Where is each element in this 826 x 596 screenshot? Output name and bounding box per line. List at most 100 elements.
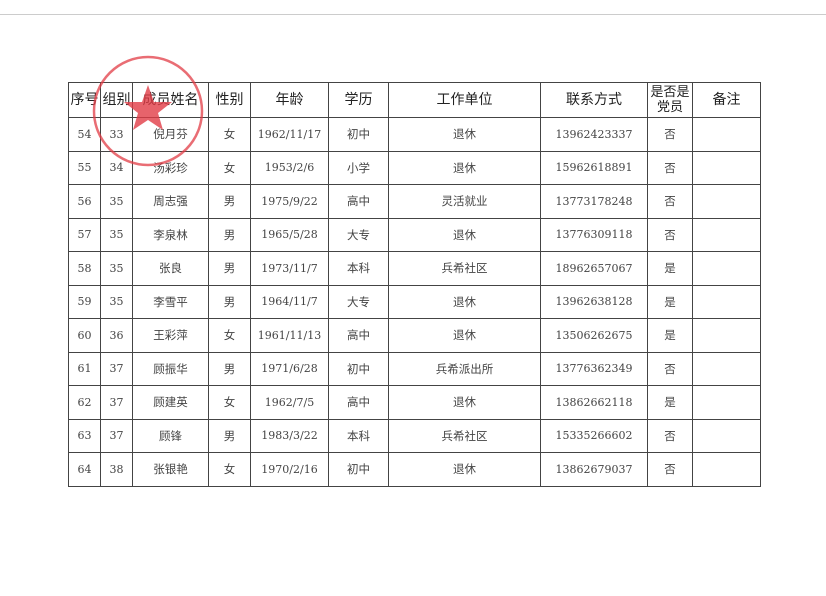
table-row: 60 36 王彩萍女 1961/11/13 高中 退休 13506262675 是 (68, 318, 761, 353)
table-row: 61 37 顾振华男 1971/6/28 初中 兵希派出所 13776362349 否 (68, 351, 761, 386)
cell-education: 本科 (328, 251, 389, 286)
cell-birth-date: 1983/3/22 (250, 418, 329, 453)
cell-remarks (692, 318, 761, 353)
cell-education: 初中 (328, 117, 389, 152)
cell-phone: 13776309118 (540, 217, 648, 252)
cell-group: 36 (100, 318, 133, 353)
cell-party-member: 否 (647, 452, 693, 487)
cell-work-unit: 兵希派出所 (388, 351, 541, 386)
cell-work-unit: 灵活就业 (388, 184, 541, 219)
cell-remarks (692, 217, 761, 252)
cell-group: 37 (100, 351, 133, 386)
cell-name: 李雪平 (132, 284, 209, 319)
cell-gender: 女 (208, 385, 251, 420)
table-row: 63 37 顾锋男 1983/3/22 本科 兵希社区 15335266602 否 (68, 418, 761, 453)
cell-birth-date: 1970/2/16 (250, 452, 329, 487)
cell-remarks (692, 385, 761, 420)
cell-gender: 男 (208, 184, 251, 219)
header-seq: 序号 (68, 82, 101, 118)
cell-gender: 女 (208, 318, 251, 353)
cell-party-member: 是 (647, 284, 693, 319)
table-row: 59 35 李雪平男 1964/11/7 大专 退休 13962638128 是 (68, 284, 761, 319)
cell-birth-date: 1953/2/6 (250, 150, 329, 185)
header-work-unit: 工作单位 (388, 82, 541, 118)
header-phone: 联系方式 (540, 82, 648, 118)
cell-birth-date: 1962/11/17 (250, 117, 329, 152)
table-row: 64 38 张银艳女 1970/2/16 初中 退休 13862679037 否 (68, 452, 761, 487)
member-table: 序号 组别 成员姓名 性别 年龄 学历 工作单位 联系方式 是否是党员 备注 54 33 倪月芬女 19… (68, 82, 761, 487)
header-gender: 性别 (208, 82, 251, 118)
cell-seq: 56 (68, 184, 101, 219)
cell-gender: 女 (208, 117, 251, 152)
cell-name: 张良 (132, 251, 209, 286)
cell-group: 35 (100, 251, 133, 286)
cell-remarks (692, 150, 761, 185)
cell-party-member: 否 (647, 351, 693, 386)
cell-phone: 13776362349 (540, 351, 648, 386)
cell-name: 倪月芬 (132, 117, 209, 152)
cell-party-member: 否 (647, 418, 693, 453)
cell-birth-date: 1965/5/28 (250, 217, 329, 252)
cell-remarks (692, 184, 761, 219)
cell-name: 顾建英 (132, 385, 209, 420)
header-education: 学历 (328, 82, 389, 118)
cell-phone: 13962423337 (540, 117, 648, 152)
cell-education: 高中 (328, 385, 389, 420)
cell-education: 初中 (328, 452, 389, 487)
cell-work-unit: 兵希社区 (388, 418, 541, 453)
cell-party-member: 是 (647, 251, 693, 286)
cell-party-member: 是 (647, 318, 693, 353)
cell-phone: 13773178248 (540, 184, 648, 219)
cell-remarks (692, 418, 761, 453)
table-row: 57 35 李泉林男 1965/5/28 大专 退休 13776309118 否 (68, 217, 761, 252)
cell-birth-date: 1971/6/28 (250, 351, 329, 386)
cell-group: 35 (100, 184, 133, 219)
cell-gender: 女 (208, 150, 251, 185)
cell-seq: 62 (68, 385, 101, 420)
table-row: 56 35 周志强男 1975/9/22 高中 灵活就业 13773178248 否 (68, 184, 761, 219)
header-group: 组别 (100, 82, 133, 118)
cell-work-unit: 退休 (388, 452, 541, 487)
cell-group: 35 (100, 284, 133, 319)
cell-phone: 13962638128 (540, 284, 648, 319)
header-remarks: 备注 (692, 82, 761, 118)
cell-remarks (692, 351, 761, 386)
cell-work-unit: 退休 (388, 150, 541, 185)
cell-gender: 男 (208, 284, 251, 319)
table-row: 55 34 汤彩珍女 1953/2/6 小学 退休 15962618891 否 (68, 150, 761, 185)
cell-birth-date: 1973/11/7 (250, 251, 329, 286)
cell-gender: 男 (208, 251, 251, 286)
table-row: 58 35 张良男 1973/11/7 本科 兵希社区 18962657067 是 (68, 251, 761, 286)
cell-birth-date: 1962/7/5 (250, 385, 329, 420)
cell-phone: 15335266602 (540, 418, 648, 453)
cell-party-member: 否 (647, 184, 693, 219)
table-header-row: 序号 组别 成员姓名 性别 年龄 学历 工作单位 联系方式 是否是党员 备注 (68, 82, 761, 118)
page-edge-line (0, 14, 826, 15)
cell-name: 王彩萍 (132, 318, 209, 353)
cell-gender: 男 (208, 217, 251, 252)
cell-work-unit: 退休 (388, 284, 541, 319)
cell-seq: 63 (68, 418, 101, 453)
cell-remarks (692, 284, 761, 319)
cell-phone: 13506262675 (540, 318, 648, 353)
cell-work-unit: 退休 (388, 117, 541, 152)
cell-phone: 15962618891 (540, 150, 648, 185)
cell-education: 高中 (328, 318, 389, 353)
cell-remarks (692, 251, 761, 286)
table-row: 54 33 倪月芬女 1962/11/17 初中 退休 13962423337 否 (68, 117, 761, 152)
cell-education: 小学 (328, 150, 389, 185)
cell-work-unit: 退休 (388, 385, 541, 420)
cell-group: 38 (100, 452, 133, 487)
cell-birth-date: 1961/11/13 (250, 318, 329, 353)
cell-birth-date: 1975/9/22 (250, 184, 329, 219)
table-row: 62 37 顾建英女 1962/7/5 高中 退休 13862662118 是 (68, 385, 761, 420)
cell-name: 汤彩珍 (132, 150, 209, 185)
cell-remarks (692, 452, 761, 487)
cell-work-unit: 退休 (388, 217, 541, 252)
cell-seq: 64 (68, 452, 101, 487)
cell-group: 35 (100, 217, 133, 252)
cell-name: 顾振华 (132, 351, 209, 386)
cell-seq: 58 (68, 251, 101, 286)
cell-birth-date: 1964/11/7 (250, 284, 329, 319)
cell-gender: 女 (208, 452, 251, 487)
